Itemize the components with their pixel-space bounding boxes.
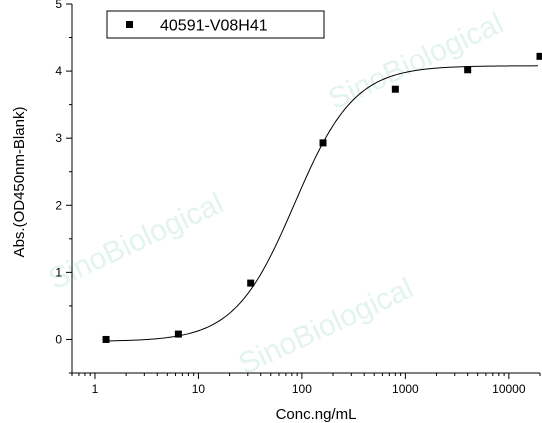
y-tick-label: 4	[55, 64, 62, 78]
legend-box	[106, 10, 325, 39]
data-point	[536, 52, 542, 60]
x-axis-title: Conc.ng/mL	[276, 406, 357, 423]
x-axis-ticks: 1 10 100 1000 10000	[71, 373, 541, 396]
watermark-text: SinoBiological	[324, 7, 509, 117]
y-axis-title: Abs.(OD450nm-Blank)	[11, 107, 28, 258]
x-tick-label: 100	[292, 382, 312, 396]
y-axis-ticks: 0 1 2 3 4 5	[55, 0, 72, 374]
data-point	[391, 85, 399, 93]
y-tick-label: 3	[55, 131, 62, 145]
watermark-text: SinoBiological	[234, 272, 419, 382]
y-tick-label: 1	[55, 265, 62, 279]
y-tick-label: 0	[55, 332, 62, 346]
plot-frame	[71, 4, 540, 374]
data-point	[174, 330, 182, 338]
legend: 40591-V08H41	[106, 10, 325, 39]
y-tick-label: 5	[55, 0, 62, 11]
data-point	[319, 139, 327, 147]
y-tick-label: 2	[55, 198, 62, 212]
legend-label: 40591-V08H41	[160, 18, 268, 35]
x-tick-label: 10000	[492, 382, 526, 396]
data-points	[102, 52, 542, 343]
x-tick-label: 10	[192, 382, 206, 396]
data-point	[102, 335, 110, 343]
watermark-text: SinoBiological	[44, 187, 229, 297]
watermark-layer: SinoBiologicalSinoBiologicalSinoBiologic…	[44, 7, 509, 382]
legend-marker	[126, 21, 133, 28]
fit-curve	[106, 65, 538, 342]
x-tick-label: 1	[92, 382, 99, 396]
x-tick-label: 1000	[392, 382, 419, 396]
data-point	[464, 66, 472, 74]
data-point	[247, 279, 255, 287]
